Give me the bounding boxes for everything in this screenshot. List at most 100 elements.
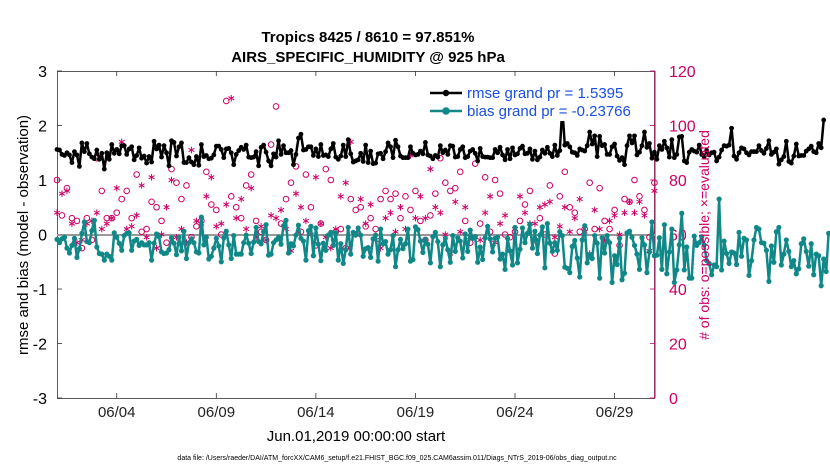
bias-point xyxy=(365,244,371,251)
bias-point xyxy=(549,248,555,254)
bias-point xyxy=(188,236,195,242)
rmse-point xyxy=(405,155,411,161)
rmse-point xyxy=(86,151,92,157)
obs-evaluated-stroke xyxy=(317,221,325,226)
obs-possible-marker xyxy=(501,231,509,238)
bias-point xyxy=(669,226,675,232)
rmse-point xyxy=(385,140,391,146)
bias-point xyxy=(731,250,737,256)
bias-point xyxy=(619,277,625,283)
obs-evaluated-stroke xyxy=(561,205,568,210)
obs-evaluated-stroke xyxy=(631,210,638,215)
rmse-point xyxy=(430,156,436,162)
left-tick-label: 0 xyxy=(38,228,47,245)
obs-evaluated-stroke xyxy=(213,224,220,229)
obs-possible-marker xyxy=(222,97,230,105)
bias-point xyxy=(826,230,830,237)
rmse-point xyxy=(472,150,478,156)
rmse-point xyxy=(652,149,657,155)
x-tick-label: 06/24 xyxy=(496,404,534,421)
bias-point xyxy=(305,228,312,234)
right-tick-label: 40 xyxy=(669,282,687,299)
bias-point xyxy=(544,221,550,227)
bias-point xyxy=(377,226,384,232)
x-tick-label: 06/04 xyxy=(98,404,136,421)
rmse-point xyxy=(146,154,152,159)
bias-point xyxy=(569,243,575,250)
rmse-point xyxy=(746,152,752,158)
obs-evaluated-stroke xyxy=(123,226,130,232)
bias-point xyxy=(223,228,229,234)
bias-point xyxy=(806,263,812,269)
obs-possible-marker xyxy=(392,190,399,197)
bias-point xyxy=(148,257,155,263)
rmse-point xyxy=(734,156,739,162)
obs-possible-marker xyxy=(302,171,310,178)
rmse-point xyxy=(288,148,294,153)
rmse-point xyxy=(505,147,510,152)
obs-possible-marker xyxy=(417,217,424,225)
bias-point xyxy=(497,256,503,262)
rmse-point xyxy=(542,150,548,156)
obs-evaluated-marker xyxy=(337,193,344,200)
obs-possible-marker xyxy=(442,179,449,187)
bias-point xyxy=(285,250,292,256)
bias-point xyxy=(499,251,506,257)
rmse-point xyxy=(243,142,249,148)
rmse-point xyxy=(719,147,725,153)
obs-evaluated-stroke xyxy=(153,245,160,251)
bias-point xyxy=(238,251,244,257)
rmse-point xyxy=(592,133,598,139)
obs-possible-marker xyxy=(496,190,504,197)
obs-possible-marker xyxy=(412,187,419,195)
rmse-point xyxy=(816,141,822,146)
obs-evaluated-marker xyxy=(367,201,374,208)
y-axis-label-left: rmse and bias (model - observation) xyxy=(15,115,32,355)
rmse-point xyxy=(552,142,558,148)
bias-point xyxy=(778,262,784,268)
obs-possible-marker xyxy=(153,203,160,211)
rmse-point xyxy=(184,160,189,165)
obs-possible-marker xyxy=(73,217,81,225)
obs-possible-marker xyxy=(113,209,121,216)
bias-point xyxy=(101,257,107,263)
rmse-point xyxy=(694,149,700,155)
bias-point xyxy=(823,268,829,275)
bias-point xyxy=(432,229,438,235)
obs-evaluated-stroke xyxy=(178,226,185,232)
rmse-point xyxy=(77,163,82,169)
obs-evaluated-stroke xyxy=(138,183,145,188)
rmse-point xyxy=(291,162,296,168)
rmse-point xyxy=(761,150,767,156)
bias-point xyxy=(168,235,175,241)
obs-evaluated-stroke xyxy=(248,186,255,191)
bias-point xyxy=(733,261,740,268)
bias-point xyxy=(599,235,605,241)
rmse-point xyxy=(567,144,573,150)
obs-evaluated-stroke xyxy=(636,199,643,204)
bias-point xyxy=(796,266,802,272)
obs-evaluated-stroke xyxy=(208,175,215,180)
rmse-point xyxy=(639,143,645,149)
obs-evaluated-marker xyxy=(636,198,643,206)
rmse-point xyxy=(360,159,366,164)
obs-evaluated-stroke xyxy=(387,210,394,215)
bias-point xyxy=(761,240,767,246)
rmse-point xyxy=(268,163,274,169)
bias-point xyxy=(258,241,264,247)
rmse-point xyxy=(310,153,316,158)
bias-point xyxy=(280,223,287,229)
rmse-point xyxy=(607,151,612,157)
bias-point xyxy=(689,275,695,281)
obs-possible-marker xyxy=(596,184,603,192)
rmse-point xyxy=(704,148,710,153)
rmse-point xyxy=(644,144,650,150)
rmse-point xyxy=(450,143,456,149)
obs-evaluated-stroke xyxy=(437,210,444,215)
bias-point xyxy=(564,265,570,271)
obs-evaluated-stroke xyxy=(551,235,558,240)
obs-evaluated-stroke xyxy=(611,213,618,218)
obs-evaluated-marker xyxy=(571,214,578,222)
bias-point xyxy=(308,223,314,229)
rmse-point xyxy=(99,150,105,156)
